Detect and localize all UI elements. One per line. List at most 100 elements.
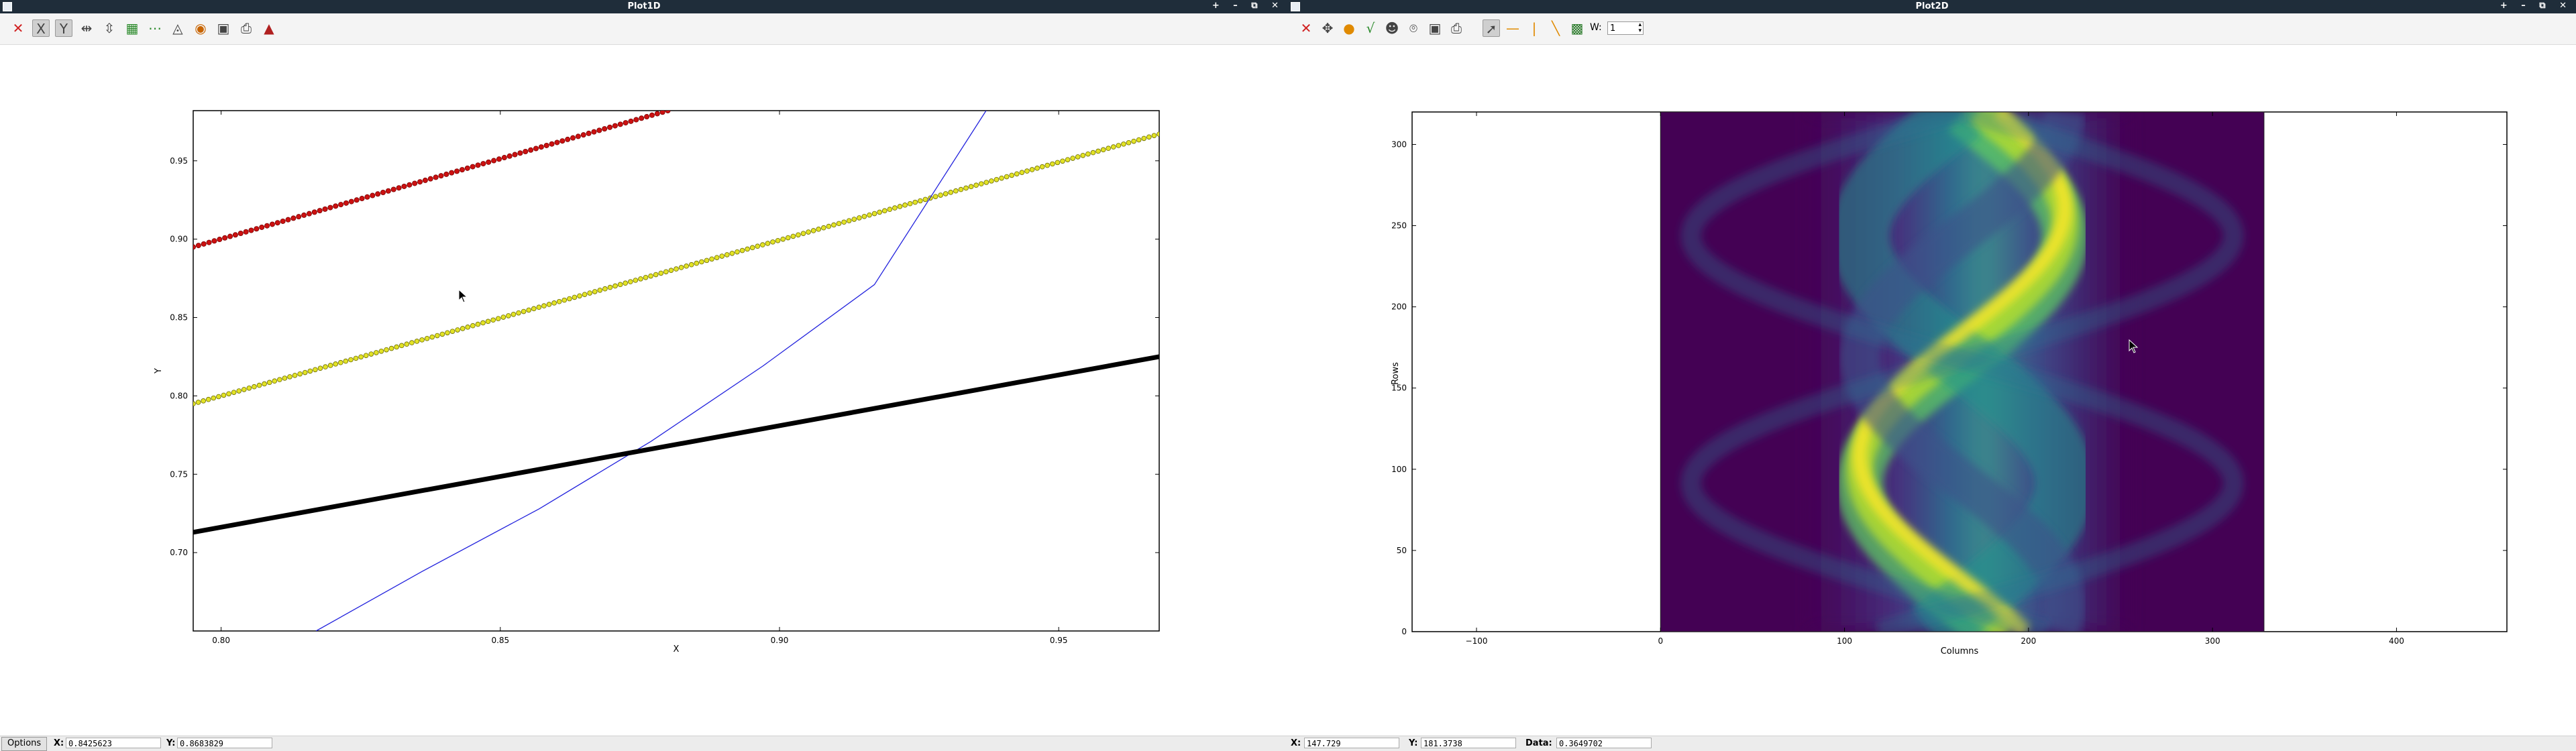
data-point <box>565 136 571 142</box>
data-point <box>1009 172 1015 178</box>
data-point <box>470 323 476 329</box>
print-icon[interactable]: ⎙ <box>241 20 252 36</box>
data-point <box>264 223 270 229</box>
data-point <box>623 280 629 286</box>
zoom-icon[interactable]: ✥ <box>1322 20 1334 36</box>
x-tick-label: 0.85 <box>491 636 509 645</box>
data-point <box>236 388 242 394</box>
data-point <box>433 174 439 180</box>
data-point <box>892 205 898 211</box>
roi-icon[interactable]: ▩ <box>1570 20 1584 36</box>
data-point <box>512 152 518 158</box>
data-point <box>526 307 532 313</box>
data-point <box>327 205 333 211</box>
curve-style-icon[interactable]: ⋯ <box>148 20 162 36</box>
data-point <box>932 194 938 199</box>
data-point <box>917 198 923 204</box>
plot2d-canvas[interactable]: −100 0 100 200 300 400 0 50 100 150 200 250 300 Colu… <box>1288 45 2576 736</box>
x-coord-field: 147.729 <box>1304 738 1399 748</box>
y-tick-label: 0.90 <box>170 235 188 244</box>
window-controls[interactable]: + – ⧉ ✕ <box>1212 1 1284 11</box>
y-axis-label: Y <box>154 368 164 374</box>
data-point <box>922 196 928 203</box>
data-point <box>596 127 602 133</box>
data-point <box>323 364 328 369</box>
data-point <box>871 211 877 217</box>
colormap-icon[interactable]: ◉ <box>195 20 207 36</box>
data-point <box>348 357 354 363</box>
profile-icon[interactable]: ⌾ <box>1409 20 1417 36</box>
data-point <box>226 391 231 397</box>
window-controls[interactable]: + – ⧉ ✕ <box>2500 1 2572 11</box>
line-icon[interactable]: ╲ <box>1551 20 1560 36</box>
data-point <box>699 259 704 265</box>
data-point <box>989 178 994 184</box>
options-button[interactable]: Options <box>1 737 48 751</box>
save-icon[interactable]: ▣ <box>217 20 230 36</box>
autoscale-x-icon[interactable]: ⇹ <box>80 20 93 36</box>
data-point <box>735 249 740 255</box>
profile-icon[interactable]: ▲ <box>264 20 274 36</box>
data-point <box>394 344 399 350</box>
data-point <box>327 363 333 368</box>
data-point <box>678 265 684 270</box>
data-point <box>551 300 557 306</box>
data-point <box>587 290 592 296</box>
mask-icon[interactable]: ☻ <box>1385 20 1399 36</box>
data-point <box>374 350 379 355</box>
data-point <box>649 112 655 118</box>
close-x-icon[interactable]: ✕ <box>1300 20 1312 36</box>
data-point <box>195 400 201 405</box>
data-point <box>749 245 755 251</box>
zoom-x-icon[interactable]: X <box>32 19 50 37</box>
data-point <box>867 212 872 218</box>
hline-icon[interactable]: — <box>1506 20 1519 36</box>
data-point <box>653 272 659 278</box>
zoom-y-icon[interactable]: Y <box>55 19 72 37</box>
print-icon[interactable]: ⎙ <box>1451 20 1462 36</box>
series-line <box>193 354 1159 535</box>
spin-arrows-icon[interactable]: ▴ ▾ <box>1638 21 1642 34</box>
image-border <box>1660 111 2265 632</box>
xy-axis-icon[interactable]: ◬ <box>172 20 183 36</box>
save-icon[interactable]: ▣ <box>1428 20 1442 36</box>
y-tick-label: 300 <box>1391 139 1407 149</box>
data-point <box>449 329 455 334</box>
app-icon[interactable] <box>1291 2 1300 11</box>
data-point <box>1060 158 1065 164</box>
series-line <box>315 111 987 631</box>
colormap-icon[interactable]: ● <box>1343 20 1355 36</box>
plot1d-titlebar[interactable]: Plot1D + – ⧉ ✕ <box>0 0 1288 13</box>
width-spinbox[interactable]: 1 ▴ ▾ <box>1607 21 1644 35</box>
data-point <box>485 319 491 325</box>
sort-icon[interactable]: √ <box>1366 20 1375 36</box>
data-point <box>1157 131 1159 137</box>
autoscale-y-icon[interactable]: ⇳ <box>103 20 115 36</box>
data-point <box>388 345 394 351</box>
data-point <box>205 396 211 402</box>
x-axis-label: Columns <box>1941 646 1979 656</box>
data-point <box>559 138 566 144</box>
data-point <box>639 115 645 121</box>
close-x-icon[interactable]: ✕ <box>12 20 24 36</box>
data-point <box>384 347 389 353</box>
x-tick-label: 0.80 <box>212 636 230 645</box>
data-point <box>419 337 425 343</box>
app-icon[interactable] <box>3 2 12 11</box>
width-value: 1 <box>1610 23 1616 34</box>
data-point <box>348 198 354 205</box>
vline-icon[interactable]: | <box>1532 20 1537 36</box>
axis-ticks: −100 0 100 200 300 400 0 50 100 150 200 250 300 <box>1391 112 2507 646</box>
data-point <box>517 150 523 156</box>
data-point <box>877 209 882 215</box>
data-point <box>201 241 207 247</box>
pointer-icon[interactable]: ➚ <box>1483 19 1500 37</box>
grid-icon[interactable]: ▦ <box>125 20 139 36</box>
data-point <box>592 289 598 294</box>
data-point <box>1126 139 1132 146</box>
plot2d-titlebar[interactable]: Plot2D + – ⧉ ✕ <box>1288 0 2576 13</box>
data-point <box>427 176 433 182</box>
plot1d-canvas[interactable]: 0.80 0.85 0.90 0.95 0.70 0.75 0.80 0.85 0.90 0.95… <box>0 45 1288 736</box>
data-point <box>486 159 492 165</box>
data-point <box>760 242 765 247</box>
